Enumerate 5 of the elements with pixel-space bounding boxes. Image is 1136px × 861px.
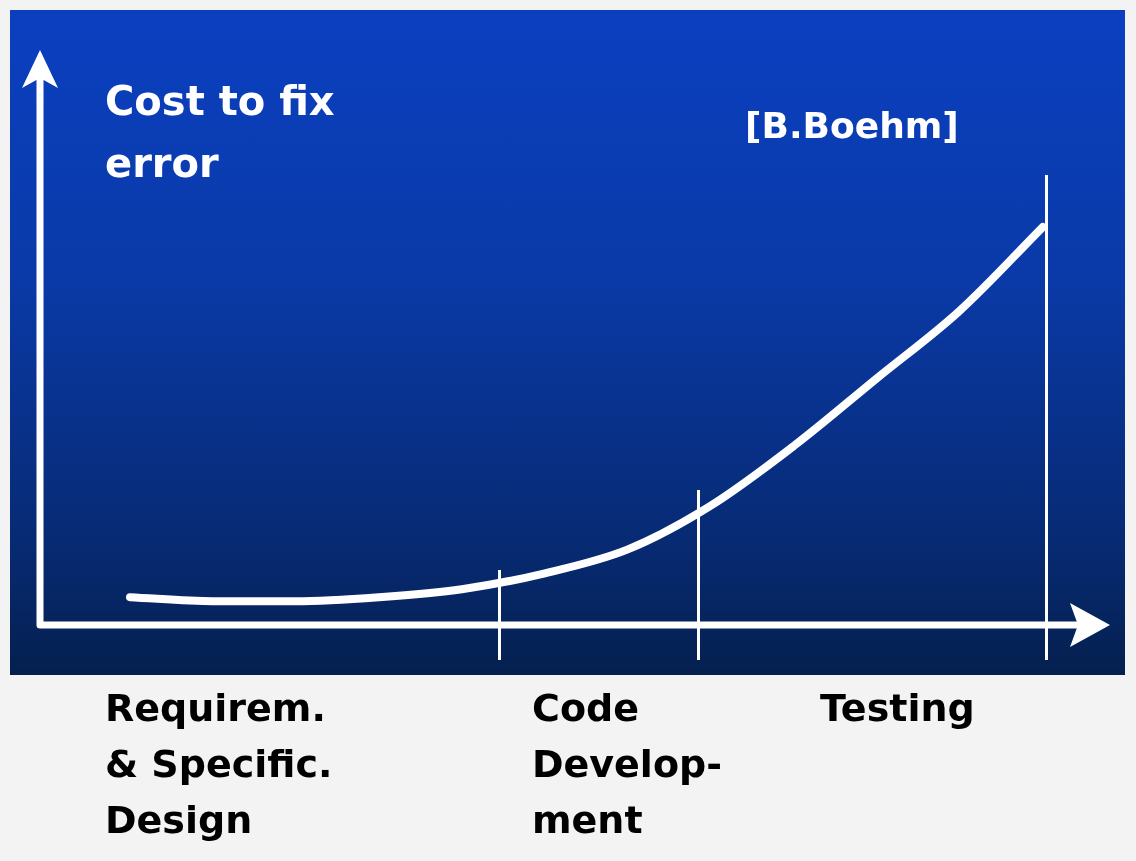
text: Requirem. & Specific. Design (105, 685, 333, 844)
text: Testing (820, 685, 975, 732)
text: [B.Boehm] (745, 104, 959, 148)
text: Code Develop- ment (532, 685, 722, 844)
y-axis-title: Cost to fix error (105, 77, 336, 188)
